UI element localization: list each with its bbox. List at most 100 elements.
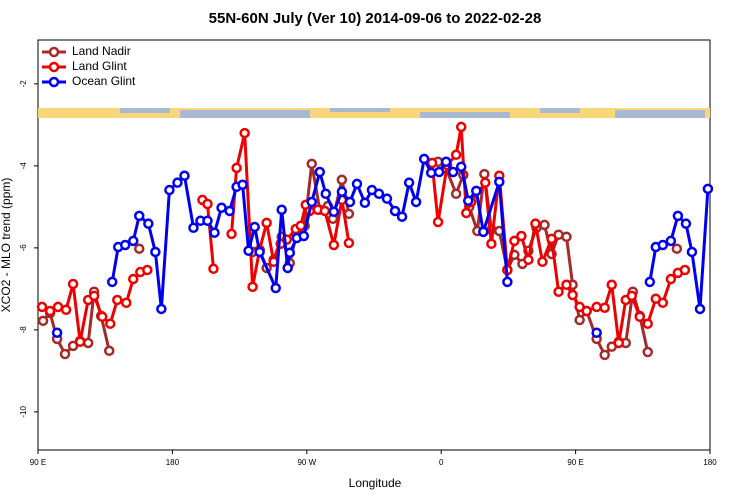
- x-axis-label: Longitude: [349, 476, 402, 490]
- data-point: [626, 290, 637, 302]
- data-point: [599, 349, 610, 361]
- data-point: [478, 226, 489, 238]
- data-point: [461, 207, 472, 219]
- data-point: [306, 196, 317, 208]
- data-point: [426, 157, 438, 169]
- y-axis-label: XCO2 - MLO trend (ppm): [0, 178, 13, 313]
- data-point: [164, 184, 175, 196]
- data-point: [591, 301, 602, 313]
- data-point: [359, 197, 371, 209]
- data-point: [133, 243, 145, 254]
- data-point: [418, 153, 430, 165]
- data-point: [270, 282, 281, 294]
- data-point: [282, 262, 293, 274]
- data-point: [142, 264, 153, 276]
- data-point: [523, 254, 534, 266]
- data-point: [644, 276, 656, 288]
- data-point: [103, 345, 115, 357]
- data-point: [634, 311, 646, 322]
- data-point: [344, 196, 356, 208]
- data-point: [642, 346, 653, 358]
- data-point: [447, 166, 459, 178]
- data-point: [231, 162, 242, 174]
- data-point: [455, 161, 467, 172]
- x-tick-label: 180: [166, 458, 180, 467]
- data-point: [574, 314, 585, 326]
- data-point: [188, 222, 199, 234]
- data-point: [591, 327, 602, 338]
- data-point: [396, 211, 408, 222]
- data-point: [702, 183, 714, 195]
- data-point: [509, 235, 520, 247]
- data-point: [410, 196, 422, 208]
- data-point: [254, 246, 265, 258]
- legend-marker: [48, 61, 60, 73]
- data-point: [480, 177, 491, 188]
- data-point: [74, 336, 86, 348]
- x-tick-label: 0: [439, 458, 444, 467]
- data-point: [581, 305, 592, 317]
- data-point: [156, 303, 167, 315]
- data-point: [172, 177, 183, 188]
- data-point: [328, 239, 340, 251]
- data-point: [373, 188, 385, 199]
- data-point: [351, 178, 363, 190]
- data-point: [567, 289, 578, 301]
- data-point: [672, 210, 684, 222]
- data-point: [479, 168, 490, 180]
- data-point: [319, 205, 331, 217]
- data-point: [36, 301, 48, 313]
- data-point: [599, 302, 610, 313]
- data-point: [249, 221, 260, 233]
- data-point: [261, 217, 272, 229]
- data-point: [37, 315, 49, 327]
- data-point: [202, 198, 213, 210]
- data-point: [462, 195, 474, 206]
- data-point: [216, 202, 227, 213]
- legend-marker: [48, 46, 60, 58]
- data-point: [243, 245, 254, 256]
- data-point: [209, 227, 220, 238]
- data-point: [52, 301, 64, 313]
- chart-title: 55N-60N July (Ver 10) 2014-09-06 to 2022…: [209, 10, 542, 27]
- data-point: [44, 305, 56, 317]
- legend-marker: [48, 76, 60, 88]
- y-tick-label: -6: [19, 244, 28, 252]
- data-point: [606, 279, 617, 291]
- data-point: [96, 311, 108, 322]
- data-point: [150, 246, 161, 258]
- data-point: [494, 176, 505, 188]
- data-point: [665, 273, 677, 285]
- data-point: [128, 235, 139, 247]
- data-point: [82, 337, 94, 349]
- data-point: [561, 231, 572, 243]
- data-point: [450, 149, 462, 161]
- data-point: [657, 297, 669, 309]
- data-point: [105, 318, 116, 329]
- data-point: [119, 239, 131, 251]
- data-point: [298, 230, 310, 242]
- data-point: [679, 264, 691, 276]
- data-point: [553, 286, 564, 297]
- data-point: [239, 127, 250, 139]
- data-point: [657, 239, 669, 251]
- data-point: [389, 205, 401, 217]
- x-tick-label: 90 E: [30, 458, 46, 467]
- data-point: [284, 247, 296, 259]
- data-point: [539, 219, 550, 231]
- data-point: [179, 170, 190, 181]
- data-point: [432, 216, 444, 228]
- data-point: [208, 263, 219, 275]
- data-point: [314, 166, 326, 178]
- data-point: [381, 193, 393, 204]
- y-tick-label: -10: [19, 406, 28, 418]
- data-point: [546, 233, 557, 245]
- data-point: [276, 204, 287, 215]
- data-point: [343, 237, 355, 249]
- data-point: [665, 235, 677, 247]
- data-point: [51, 327, 63, 338]
- legend-label: Ocean Glint: [72, 74, 136, 88]
- data-point: [486, 238, 497, 250]
- data-point: [133, 210, 145, 222]
